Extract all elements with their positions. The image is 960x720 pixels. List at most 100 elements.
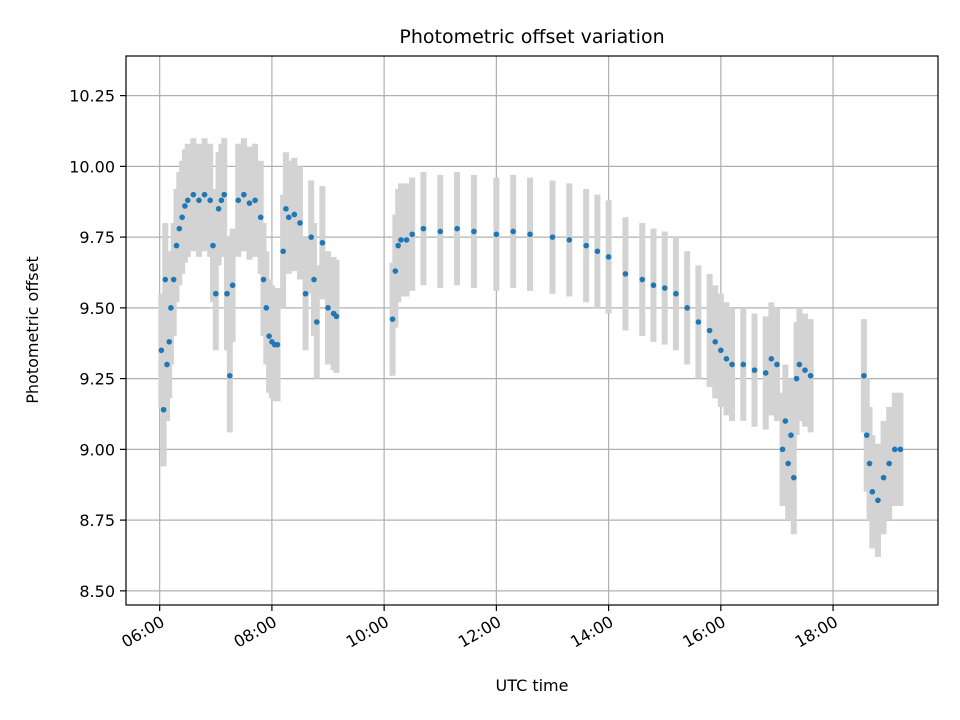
y-tick-label: 9.75: [79, 228, 115, 247]
data-point: [302, 290, 309, 297]
data-point: [266, 333, 272, 339]
data-point: [471, 228, 477, 235]
data-point: [392, 268, 399, 274]
data-point: [622, 271, 629, 277]
data-point: [420, 225, 427, 232]
data-point: [263, 305, 270, 311]
data-point: [897, 446, 904, 453]
data-point: [333, 313, 340, 320]
data-point: [210, 242, 216, 249]
data-point: [880, 474, 887, 481]
data-point: [774, 361, 780, 368]
data-point: [252, 197, 258, 204]
data-point: [229, 282, 236, 289]
data-point: [395, 242, 401, 249]
data-point: [160, 406, 167, 413]
y-tick-label: 10.25: [69, 87, 115, 106]
data-point: [695, 319, 702, 325]
data-point: [802, 367, 808, 373]
data-point: [650, 282, 657, 289]
x-tick-label: 18:00: [792, 612, 841, 652]
data-point: [215, 206, 222, 212]
data-point: [594, 248, 601, 255]
data-point: [605, 254, 612, 260]
data-point: [785, 460, 791, 467]
data-point: [227, 372, 233, 379]
chart-title: Photometric offset variation: [399, 26, 664, 48]
data-point: [751, 367, 758, 373]
plot-frame: [125, 55, 939, 606]
data-point: [224, 290, 230, 297]
data-point: [793, 375, 800, 382]
data-point: [788, 432, 794, 439]
data-point: [221, 191, 228, 198]
data-point: [170, 276, 177, 283]
data-point: [807, 372, 814, 379]
data-point: [285, 214, 292, 221]
data-point: [218, 197, 225, 204]
data-point: [779, 446, 786, 453]
data-point: [164, 361, 170, 368]
data-point: [184, 197, 191, 204]
data-point: [297, 220, 303, 226]
data-point: [241, 191, 247, 198]
data-point: [639, 276, 646, 283]
data-point: [313, 319, 320, 325]
data-point: [291, 211, 298, 218]
data-point: [768, 355, 775, 362]
y-tick-label: 10.00: [69, 157, 115, 176]
data-point: [454, 225, 460, 232]
data-point: [173, 242, 180, 249]
data-point: [403, 237, 410, 243]
data-point: [891, 446, 898, 453]
data-point: [190, 191, 197, 198]
data-point: [566, 237, 573, 243]
data-point: [796, 361, 803, 368]
x-tick-label: 06:00: [118, 612, 167, 652]
data-point: [712, 339, 719, 345]
data-point: [158, 347, 165, 354]
data-point: [869, 489, 876, 495]
y-tick-label: 8.75: [79, 511, 115, 530]
data-point: [684, 305, 690, 311]
data-point: [673, 290, 679, 297]
data-point: [235, 197, 242, 204]
data-point: [718, 347, 724, 354]
x-axis-label: UTC time: [496, 676, 569, 695]
data-point: [274, 341, 281, 348]
x-tick-label: 08:00: [230, 612, 279, 652]
data-point: [179, 214, 185, 221]
data-points-layer: [158, 191, 904, 504]
data-point: [782, 418, 789, 424]
data-point: [325, 305, 331, 311]
data-point: [723, 355, 730, 362]
data-point: [283, 206, 289, 212]
data-point: [201, 191, 208, 198]
data-point: [762, 370, 769, 376]
data-point: [196, 197, 202, 204]
y-tick-label: 9.00: [79, 440, 115, 459]
grid-layer: [126, 56, 938, 605]
data-point: [583, 242, 589, 249]
data-point: [863, 432, 870, 439]
data-point: [740, 361, 747, 368]
data-point: [886, 460, 892, 467]
x-tick-label: 10:00: [343, 612, 392, 652]
x-tick-label: 14:00: [567, 612, 616, 652]
data-point: [398, 237, 404, 243]
data-point: [311, 276, 317, 283]
data-point: [162, 276, 169, 283]
data-point: [260, 276, 267, 283]
y-tick-label: 9.25: [79, 370, 115, 389]
data-point: [510, 228, 517, 235]
data-point: [182, 203, 188, 209]
data-point: [729, 361, 735, 368]
data-point: [437, 228, 444, 235]
data-point: [706, 327, 713, 334]
data-point: [176, 225, 183, 232]
data-point: [861, 372, 867, 379]
data-point: [168, 305, 174, 311]
y-tick-label: 8.50: [79, 582, 115, 601]
